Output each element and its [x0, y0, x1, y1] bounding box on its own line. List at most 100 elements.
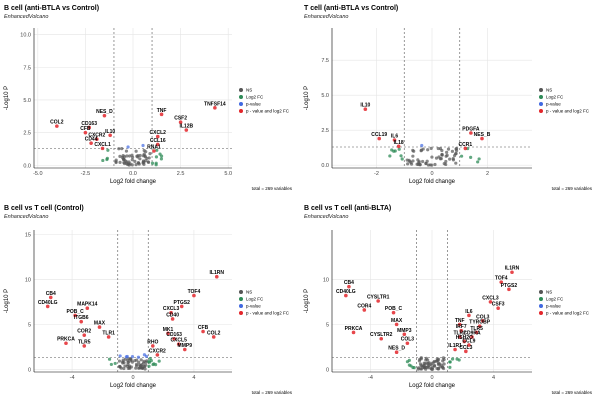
ns-point — [126, 362, 130, 367]
ns-point — [444, 159, 448, 164]
ns-point — [424, 367, 428, 371]
sig-point — [392, 138, 397, 142]
ns-point — [436, 146, 440, 151]
gene-label: CFB — [198, 325, 209, 331]
gene-label: TLR5 — [470, 326, 483, 332]
ns-point — [441, 359, 445, 363]
sig-point — [159, 112, 164, 117]
y-tick-label: 10.0 — [20, 33, 31, 39]
panel-1: B cell (anti-BTLA vs Control) EnhancedVol… — [4, 5, 293, 191]
gene-label: CD44 — [85, 137, 98, 143]
x-tick-label: -4 — [70, 375, 75, 381]
legend-label: NS — [546, 290, 552, 295]
ns-point — [144, 354, 149, 359]
ns-point — [121, 360, 125, 364]
sig-point — [351, 330, 356, 335]
legend-swatch — [239, 290, 243, 294]
sig-point — [176, 342, 181, 346]
sig-point — [394, 322, 399, 327]
fc-point — [105, 156, 109, 160]
sig-point — [477, 324, 482, 328]
panel-subtitle: EnhancedVolcano — [304, 14, 348, 20]
y-tick-label: 15 — [25, 232, 31, 238]
ns-point — [429, 146, 433, 150]
x-tick-label: -2.5 — [81, 171, 90, 177]
x-tick-label: 4 — [192, 375, 195, 381]
ns-point — [130, 163, 134, 167]
sig-point — [377, 136, 382, 141]
gene-label: CCR1 — [459, 142, 473, 148]
ns-point — [436, 362, 440, 367]
gene-label: TLR5 — [78, 339, 91, 345]
x-tick-label: 0 — [430, 171, 433, 177]
ns-point — [451, 157, 455, 161]
sig-point — [211, 335, 216, 339]
ns-point — [419, 357, 423, 361]
sig-point — [106, 335, 111, 339]
ns-point — [444, 162, 448, 167]
fc-point — [154, 163, 158, 167]
y-tick-label: 7.5 — [321, 58, 329, 64]
ns-point — [440, 148, 444, 153]
y-axis-label: -Log10 P — [4, 86, 10, 110]
x-tick-label: 0.0 — [129, 171, 137, 177]
gene-label: PRKCA — [57, 337, 75, 343]
ns-point — [117, 364, 122, 369]
ns-point — [442, 362, 446, 366]
fc-point — [107, 357, 112, 361]
sig-point — [496, 306, 500, 310]
gene-label: IL6 — [465, 309, 472, 315]
gene-label: CSF3 — [492, 302, 505, 308]
legend-label: p - value and log2 FC — [546, 109, 590, 114]
gene-label: MAX — [391, 318, 403, 324]
ns-point — [117, 359, 122, 363]
x-tick-label: 2 — [486, 171, 489, 177]
fc-point — [155, 148, 159, 152]
ns-point — [454, 151, 458, 156]
sig-point — [453, 347, 457, 352]
sig-point — [480, 318, 485, 323]
sig-point — [507, 287, 511, 292]
ns-point — [130, 360, 134, 364]
ns-point — [426, 163, 430, 167]
fc-point — [448, 360, 452, 364]
legend-swatch — [539, 102, 543, 106]
ns-point — [434, 156, 439, 160]
sig-point — [470, 335, 474, 339]
ns-point — [416, 158, 420, 162]
sig-point — [213, 106, 217, 110]
ns-point — [127, 163, 131, 167]
fc-point — [393, 149, 397, 153]
ns-point — [426, 148, 430, 152]
ns-point — [114, 160, 118, 164]
caption: total = 269 variables — [252, 186, 293, 191]
panel-3: B cell vs T cell (Control) EnhancedVolcan… — [4, 205, 293, 395]
ns-point — [424, 356, 428, 360]
panel-subtitle: EnhancedVolcano — [304, 214, 348, 220]
sig-point — [362, 308, 367, 312]
gene-label: TLR2 — [453, 330, 466, 336]
fc-point — [147, 360, 152, 364]
gene-label: CYSLTR1 — [367, 295, 390, 301]
ns-point — [430, 155, 434, 159]
fc-point — [153, 363, 158, 367]
gene-label: TLR1 — [102, 330, 115, 336]
gene-label: MAX — [94, 321, 106, 327]
y-tick-label: 0 — [326, 367, 329, 373]
gene-label: IL1R1 — [448, 343, 462, 349]
ns-point — [441, 366, 446, 371]
ns-point — [136, 355, 141, 359]
sig-point — [82, 344, 87, 348]
fc-point — [109, 362, 113, 367]
ns-point — [123, 364, 127, 368]
sig-point — [55, 124, 59, 128]
ns-point — [420, 364, 424, 368]
ns-point — [120, 147, 124, 151]
sig-point — [97, 325, 102, 329]
y-tick-label: 5.0 — [321, 93, 329, 99]
ns-point — [137, 360, 141, 364]
ns-point — [133, 159, 137, 163]
ns-point — [454, 161, 458, 165]
gene-label: COR2 — [77, 329, 91, 335]
ns-point — [148, 152, 152, 156]
